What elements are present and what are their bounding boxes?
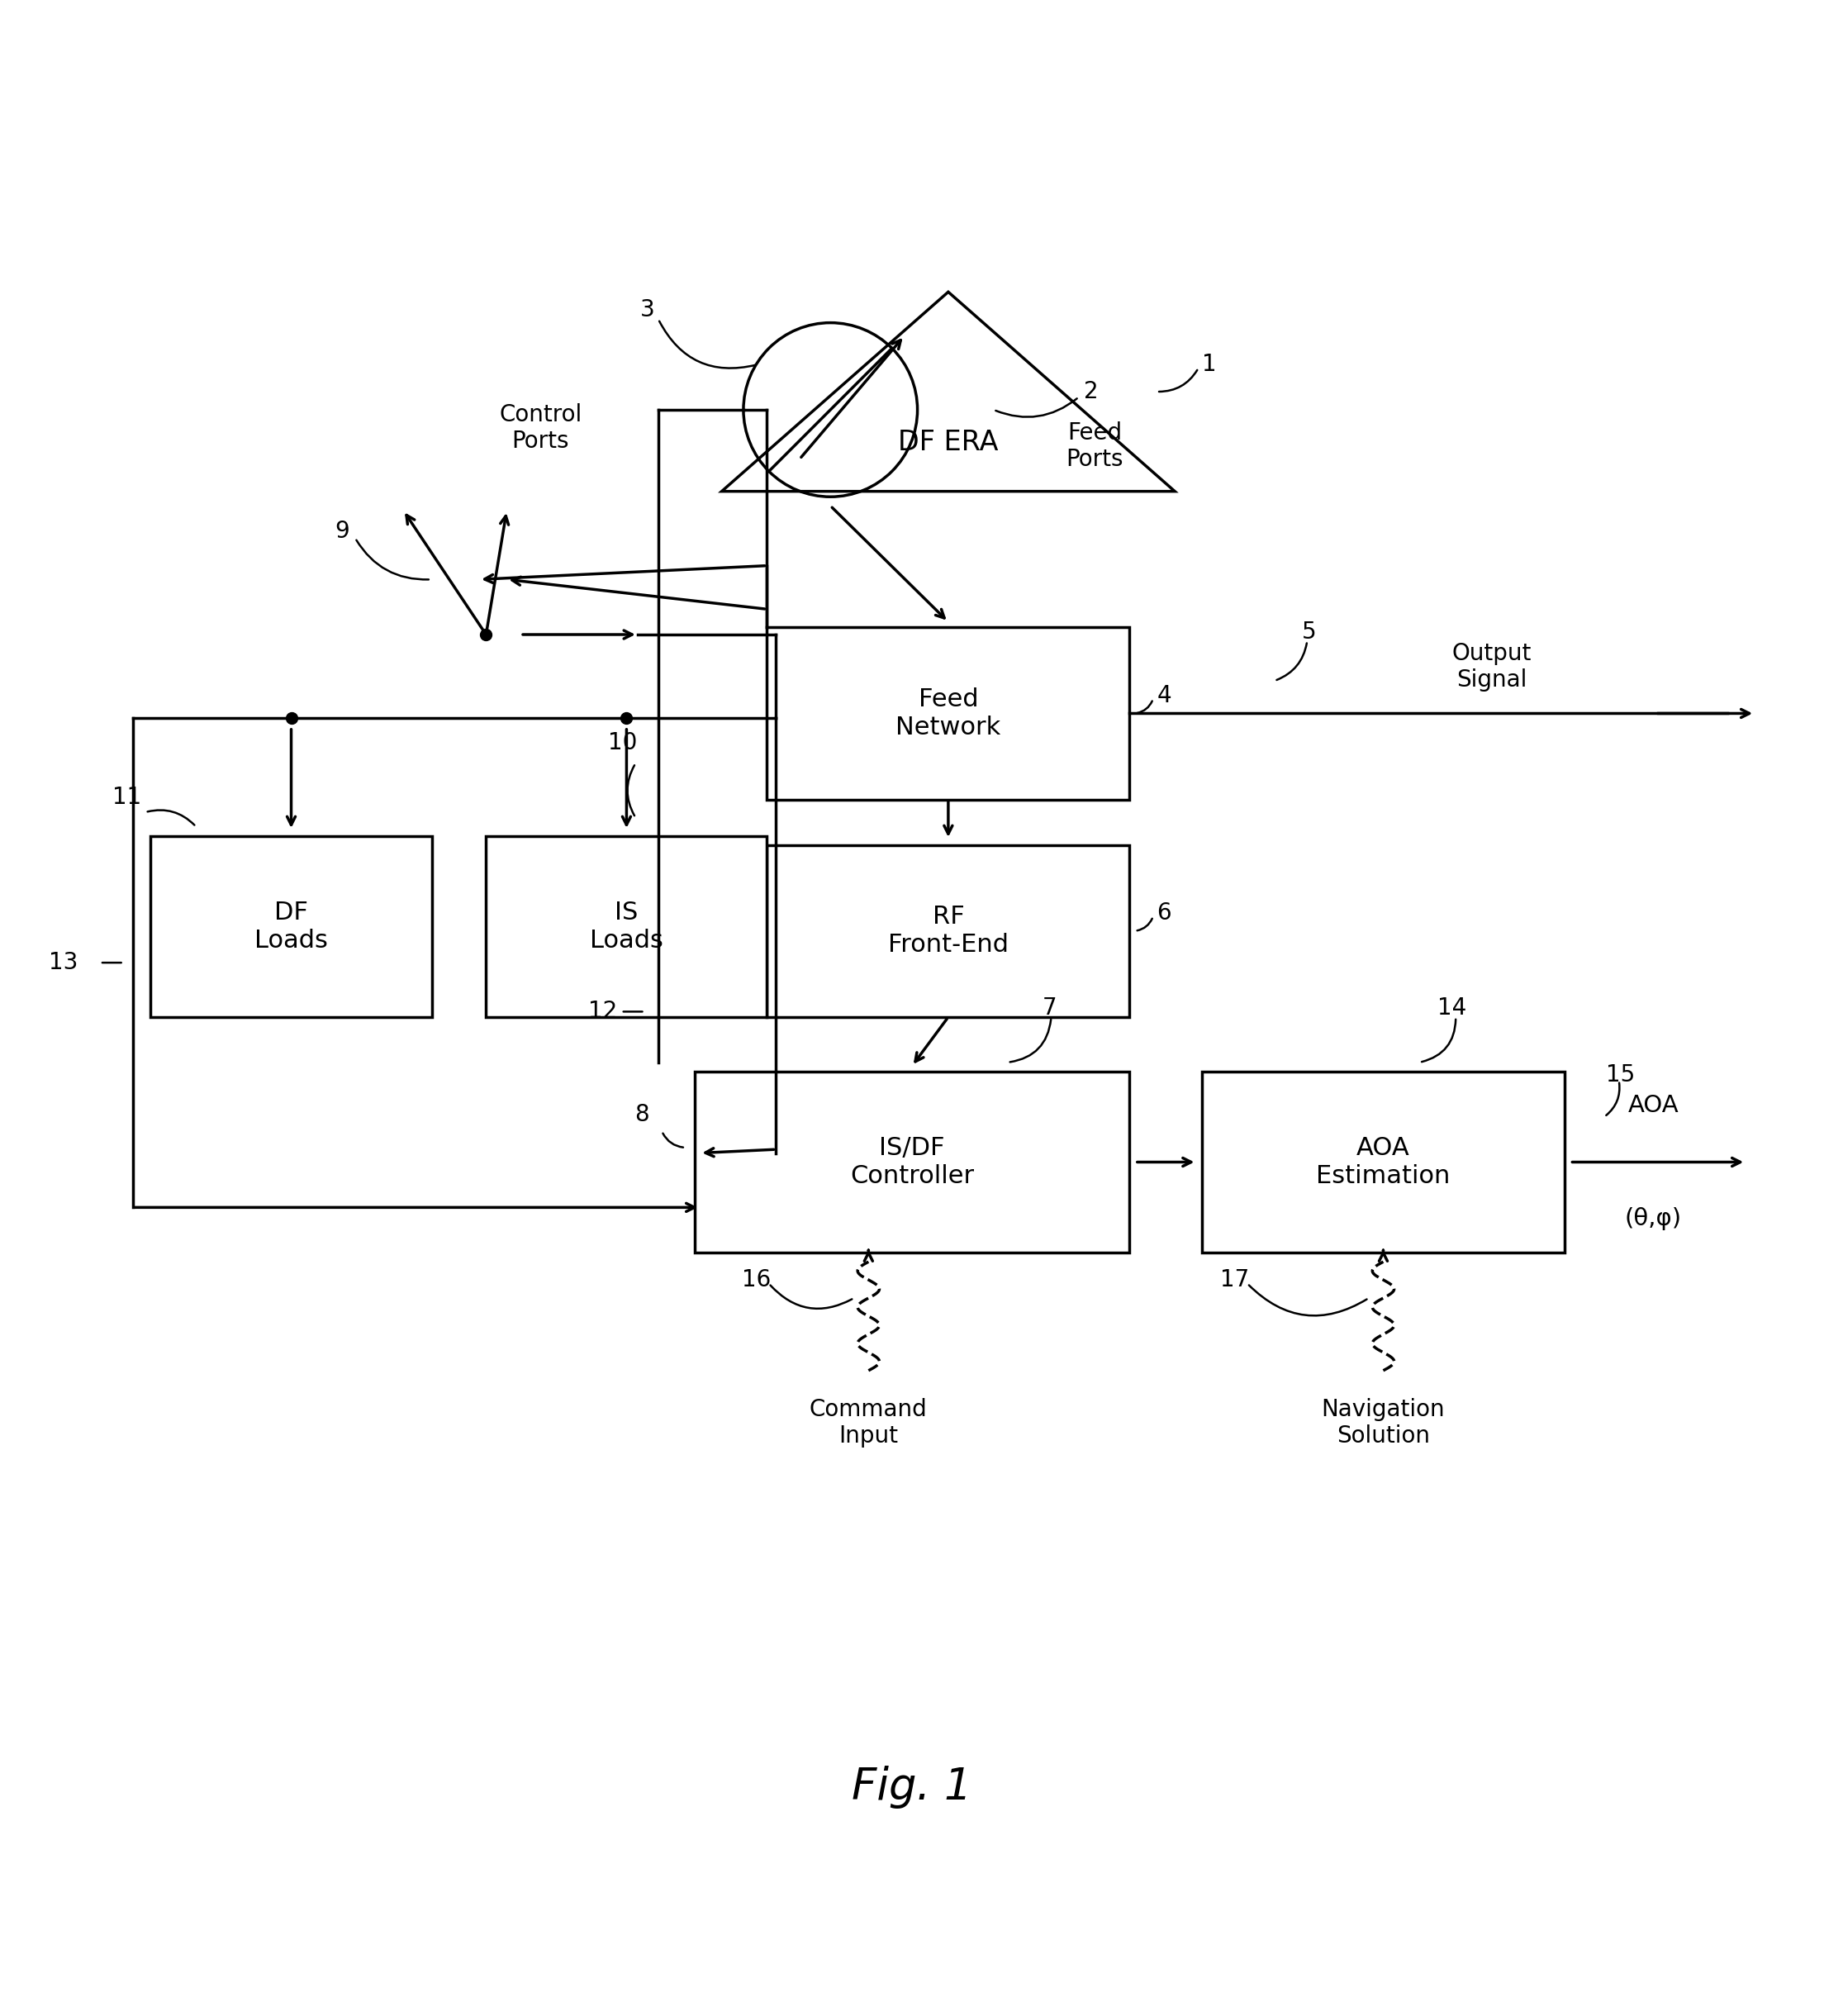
- Text: 7: 7: [1043, 996, 1058, 1020]
- Text: 5: 5: [1302, 621, 1317, 643]
- Text: Fig. 1: Fig. 1: [852, 1766, 972, 1808]
- FancyArrowPatch shape: [1421, 1020, 1456, 1062]
- Text: 11: 11: [113, 786, 142, 808]
- FancyArrowPatch shape: [1158, 371, 1197, 391]
- FancyArrowPatch shape: [658, 321, 755, 369]
- FancyArrowPatch shape: [996, 399, 1076, 417]
- Text: 3: 3: [640, 298, 655, 323]
- FancyArrowPatch shape: [1249, 1284, 1366, 1316]
- FancyArrowPatch shape: [627, 766, 635, 816]
- Text: Feed
Ports: Feed Ports: [1065, 421, 1124, 472]
- Text: 6: 6: [1156, 901, 1171, 925]
- Text: AOA: AOA: [1629, 1093, 1678, 1117]
- Text: IS
Loads: IS Loads: [589, 901, 664, 952]
- Text: 9: 9: [334, 520, 348, 542]
- FancyArrowPatch shape: [1136, 702, 1153, 714]
- FancyBboxPatch shape: [151, 837, 432, 1016]
- FancyArrowPatch shape: [1607, 1083, 1620, 1115]
- Text: 15: 15: [1607, 1064, 1636, 1087]
- Text: 1: 1: [1202, 353, 1217, 377]
- FancyArrowPatch shape: [1277, 643, 1306, 679]
- Text: DF
Loads: DF Loads: [255, 901, 328, 952]
- Text: RF
Front-End: RF Front-End: [888, 905, 1009, 958]
- Text: AOA
Estimation: AOA Estimation: [1317, 1137, 1450, 1187]
- Text: Command
Input: Command Input: [810, 1397, 927, 1447]
- FancyBboxPatch shape: [695, 1070, 1129, 1252]
- FancyArrowPatch shape: [148, 810, 195, 825]
- Text: Control
Ports: Control Ports: [500, 403, 582, 454]
- FancyArrowPatch shape: [1136, 919, 1153, 931]
- Text: 8: 8: [635, 1103, 649, 1125]
- Text: 14: 14: [1437, 996, 1466, 1020]
- Text: (θ,φ): (θ,φ): [1625, 1208, 1682, 1230]
- FancyBboxPatch shape: [1202, 1070, 1565, 1252]
- FancyBboxPatch shape: [768, 845, 1129, 1016]
- FancyArrowPatch shape: [356, 540, 429, 579]
- Text: IS/DF
Controller: IS/DF Controller: [850, 1137, 974, 1187]
- FancyArrowPatch shape: [662, 1133, 684, 1147]
- FancyBboxPatch shape: [485, 837, 768, 1016]
- Text: 13: 13: [49, 952, 78, 974]
- Text: 4: 4: [1156, 683, 1171, 708]
- Text: Navigation
Solution: Navigation Solution: [1321, 1397, 1445, 1447]
- FancyArrowPatch shape: [770, 1286, 852, 1308]
- FancyBboxPatch shape: [768, 627, 1129, 800]
- Text: DF ERA: DF ERA: [897, 429, 998, 456]
- Text: 17: 17: [1220, 1268, 1249, 1292]
- Text: 2: 2: [1083, 381, 1098, 403]
- Text: Feed
Network: Feed Network: [896, 687, 1001, 740]
- FancyArrowPatch shape: [1010, 1020, 1051, 1062]
- Text: 16: 16: [742, 1268, 772, 1292]
- Text: 10: 10: [609, 732, 638, 754]
- Text: 12: 12: [589, 1000, 618, 1024]
- Text: Output
Signal: Output Signal: [1452, 641, 1532, 691]
